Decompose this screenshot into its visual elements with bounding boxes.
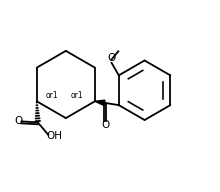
Text: O: O (101, 120, 109, 130)
Text: or1: or1 (71, 91, 84, 100)
Text: O: O (107, 53, 115, 63)
Polygon shape (95, 100, 105, 105)
Text: O: O (14, 116, 22, 126)
Text: or1: or1 (46, 91, 59, 100)
Text: OH: OH (46, 131, 62, 141)
